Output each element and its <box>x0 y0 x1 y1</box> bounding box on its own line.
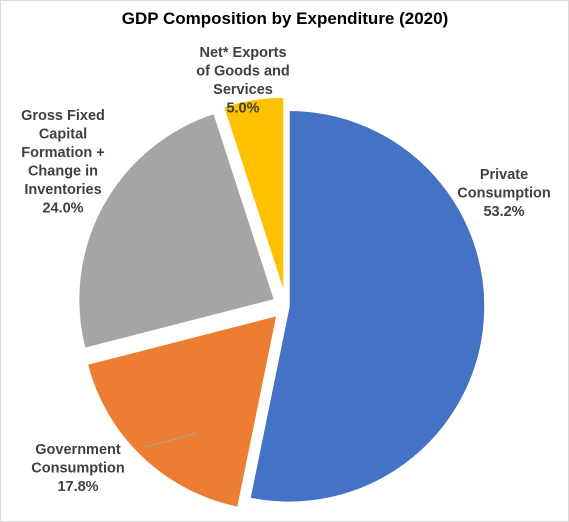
leader-line-government <box>145 432 198 448</box>
label-government-consumption: Government Consumption 17.8% <box>31 442 124 495</box>
label-line-net-exports: Services <box>213 82 273 98</box>
label-line-gross-fixed-capital: Formation + <box>21 145 104 161</box>
label-line-gross-fixed-capital: Inventories <box>24 182 101 198</box>
label-value-government-consumption: 17.8% <box>57 479 98 495</box>
label-value-gross-fixed-capital: 24.0% <box>42 201 83 217</box>
label-line-gross-fixed-capital: Change in <box>28 164 98 180</box>
label-gross-fixed-capital: Gross Fixed Capital Formation + Change in In… <box>21 108 105 217</box>
slice-net-exports <box>222 96 285 294</box>
label-value-private-consumption: 53.2% <box>483 204 524 220</box>
slice-private-consumption <box>248 109 486 503</box>
label-line-private-consumption: Private <box>480 167 528 183</box>
label-line-gross-fixed-capital: Gross Fixed <box>21 108 105 124</box>
label-line-government-consumption: Government <box>35 442 121 458</box>
label-line-net-exports: of Goods and <box>196 64 289 80</box>
label-private-consumption: Private Consumption 53.2% <box>457 167 550 220</box>
slice-gross-fixed-capital <box>77 112 276 350</box>
slice-government-consumption <box>86 314 279 509</box>
chart-title: GDP Composition by Expenditure (2020) <box>122 9 449 28</box>
label-line-net-exports: Net* Exports <box>199 45 286 61</box>
label-net-exports: Net* Exports of Goods and Services 5.0% <box>196 45 289 117</box>
slice-labels: Private Consumption 53.2% Government Consump… <box>21 45 551 495</box>
pie-slices <box>77 96 486 509</box>
label-line-government-consumption: Consumption <box>31 461 124 477</box>
label-line-gross-fixed-capital: Capital <box>39 127 87 143</box>
label-value-net-exports: 5.0% <box>226 101 259 117</box>
label-line-private-consumption: Consumption <box>457 186 550 202</box>
